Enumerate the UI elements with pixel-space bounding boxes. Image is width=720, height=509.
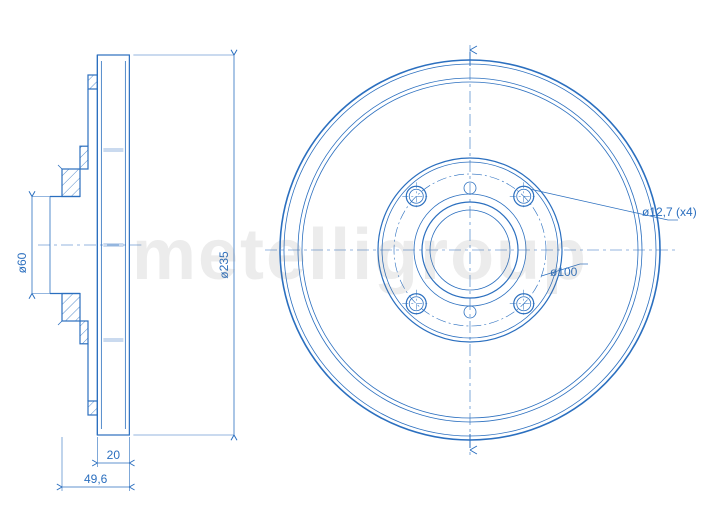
technical-drawing: ø100 ø12,7 (x4) ø60 ø235 20 49,6 xyxy=(0,0,720,509)
svg-text:49,6: 49,6 xyxy=(84,472,108,486)
svg-text:20: 20 xyxy=(107,448,121,462)
svg-text:ø60: ø60 xyxy=(15,252,29,273)
svg-text:ø12,7 (x4): ø12,7 (x4) xyxy=(642,205,697,219)
svg-text:ø100: ø100 xyxy=(550,265,578,279)
svg-text:ø235: ø235 xyxy=(217,251,231,279)
